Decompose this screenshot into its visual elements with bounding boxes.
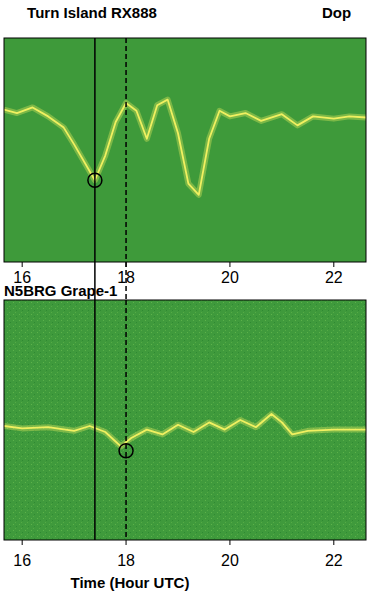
- tick: [333, 262, 334, 267]
- panel-title: Turn Island RX888: [27, 4, 157, 21]
- marker-line: [94, 300, 96, 540]
- tick: [22, 262, 23, 267]
- figure: 16182022Turn Island RX888Dop16182022N5BR…: [0, 0, 384, 597]
- marker-circle: [119, 444, 133, 458]
- doppler-trace: [4, 414, 366, 446]
- x-axis-title: Time (Hour UTC): [71, 574, 190, 591]
- tick: [22, 540, 23, 545]
- tick: [229, 540, 230, 545]
- panel-subtitle: Dop: [322, 4, 351, 21]
- marker-line: [125, 38, 127, 300]
- tick: [229, 262, 230, 267]
- plot-frame: [4, 300, 366, 540]
- panel: 16182022: [4, 38, 366, 286]
- trace-glow: [4, 414, 366, 446]
- marks: [4, 100, 366, 195]
- tick-label: 16: [13, 552, 31, 569]
- panel: 16 18 20 22: [4, 300, 366, 569]
- marker-line: [125, 300, 127, 540]
- plot-frame: [4, 38, 366, 262]
- tick-label: 18: [117, 552, 135, 569]
- marker-line: [94, 38, 96, 300]
- tick: [333, 540, 334, 545]
- tick-label: 20: [221, 552, 239, 569]
- tick: [126, 540, 127, 545]
- panel-title: N5BRG Grape-1: [4, 282, 117, 299]
- plot-background: [4, 38, 366, 262]
- tick-label: 22: [325, 269, 343, 286]
- doppler-trace: [4, 100, 366, 195]
- plot-background: [4, 300, 366, 540]
- trace-glow: [4, 100, 366, 195]
- marks: [4, 414, 366, 446]
- marker-circle: [88, 173, 102, 187]
- tick-label: 22: [325, 552, 343, 569]
- tick-label: 20: [221, 269, 239, 286]
